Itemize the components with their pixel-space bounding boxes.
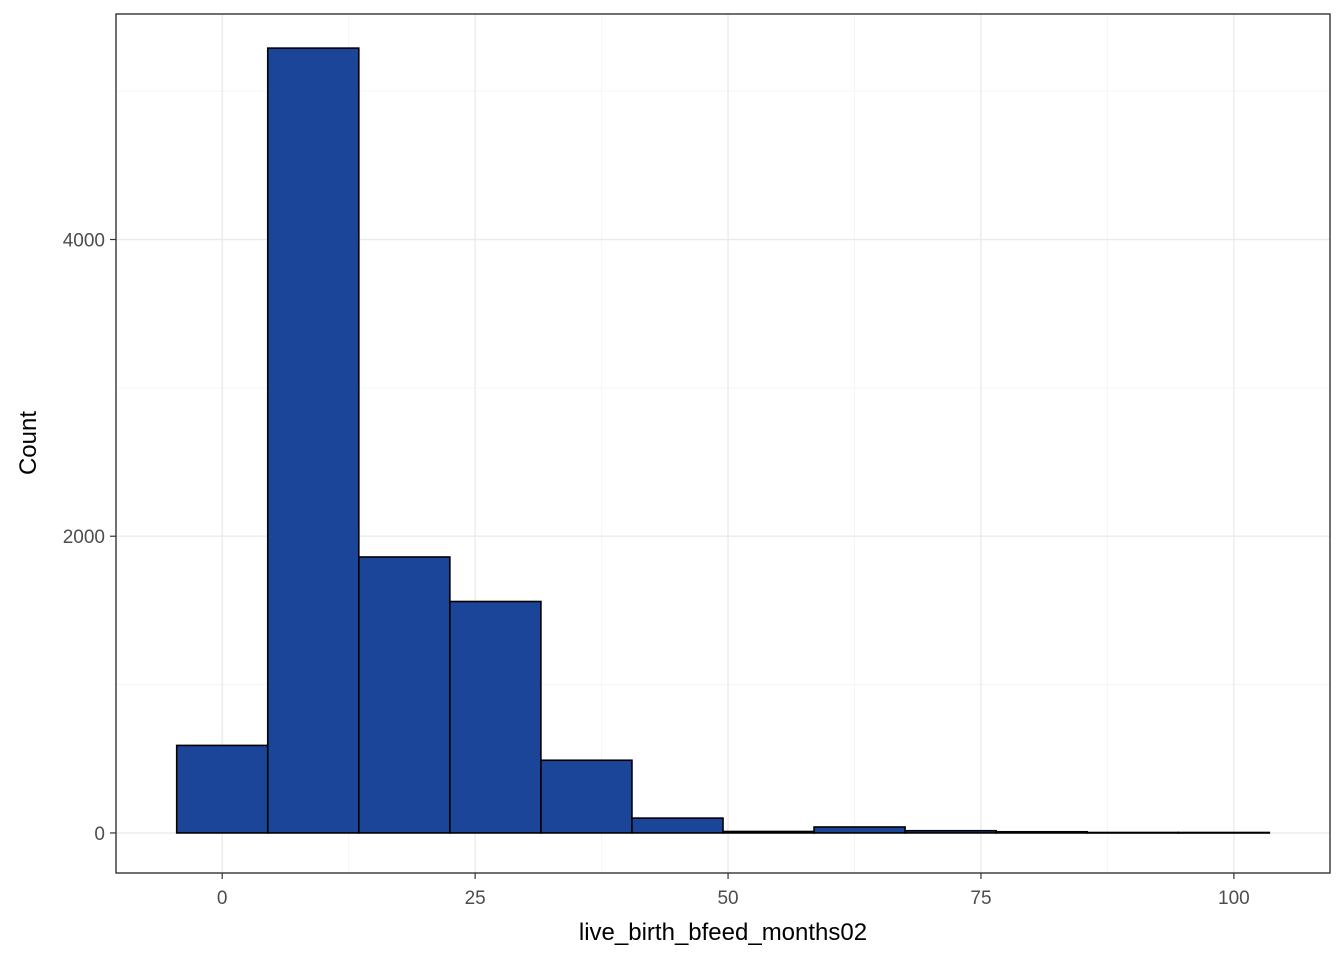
histogram-bar bbox=[540, 759, 633, 834]
x-axis-ticks: 0 25 50 75 100 bbox=[217, 873, 1250, 909]
histogram-bars bbox=[175, 47, 1271, 834]
x-tick-label: 25 bbox=[465, 888, 486, 909]
y-axis-title: Count bbox=[15, 411, 42, 475]
major-gridlines bbox=[116, 14, 1330, 873]
y-tick-label: 0 bbox=[94, 824, 105, 845]
histogram-bar bbox=[1177, 831, 1271, 834]
x-tick-label: 100 bbox=[1218, 888, 1250, 909]
y-axis-ticks: 0 2000 4000 bbox=[63, 231, 116, 845]
histogram-bar bbox=[722, 830, 815, 834]
histogram-bar bbox=[449, 600, 542, 834]
x-tick-label: 50 bbox=[717, 888, 738, 909]
x-tick-label: 75 bbox=[970, 888, 991, 909]
histogram-bar bbox=[175, 744, 269, 834]
histogram-bar bbox=[357, 556, 451, 834]
x-tick-label: 0 bbox=[217, 888, 228, 909]
histogram-bar bbox=[813, 826, 906, 834]
histogram-bar bbox=[631, 817, 724, 834]
histogram-bar bbox=[904, 829, 997, 834]
y-tick-label: 2000 bbox=[63, 527, 105, 548]
histogram-bar bbox=[1086, 831, 1180, 834]
y-tick-label: 4000 bbox=[63, 231, 105, 252]
histogram-bar bbox=[995, 830, 1089, 834]
x-axis-title: live_birth_bfeed_months02 bbox=[579, 919, 867, 946]
panel-border bbox=[115, 13, 1331, 874]
histogram-bar bbox=[266, 47, 360, 834]
